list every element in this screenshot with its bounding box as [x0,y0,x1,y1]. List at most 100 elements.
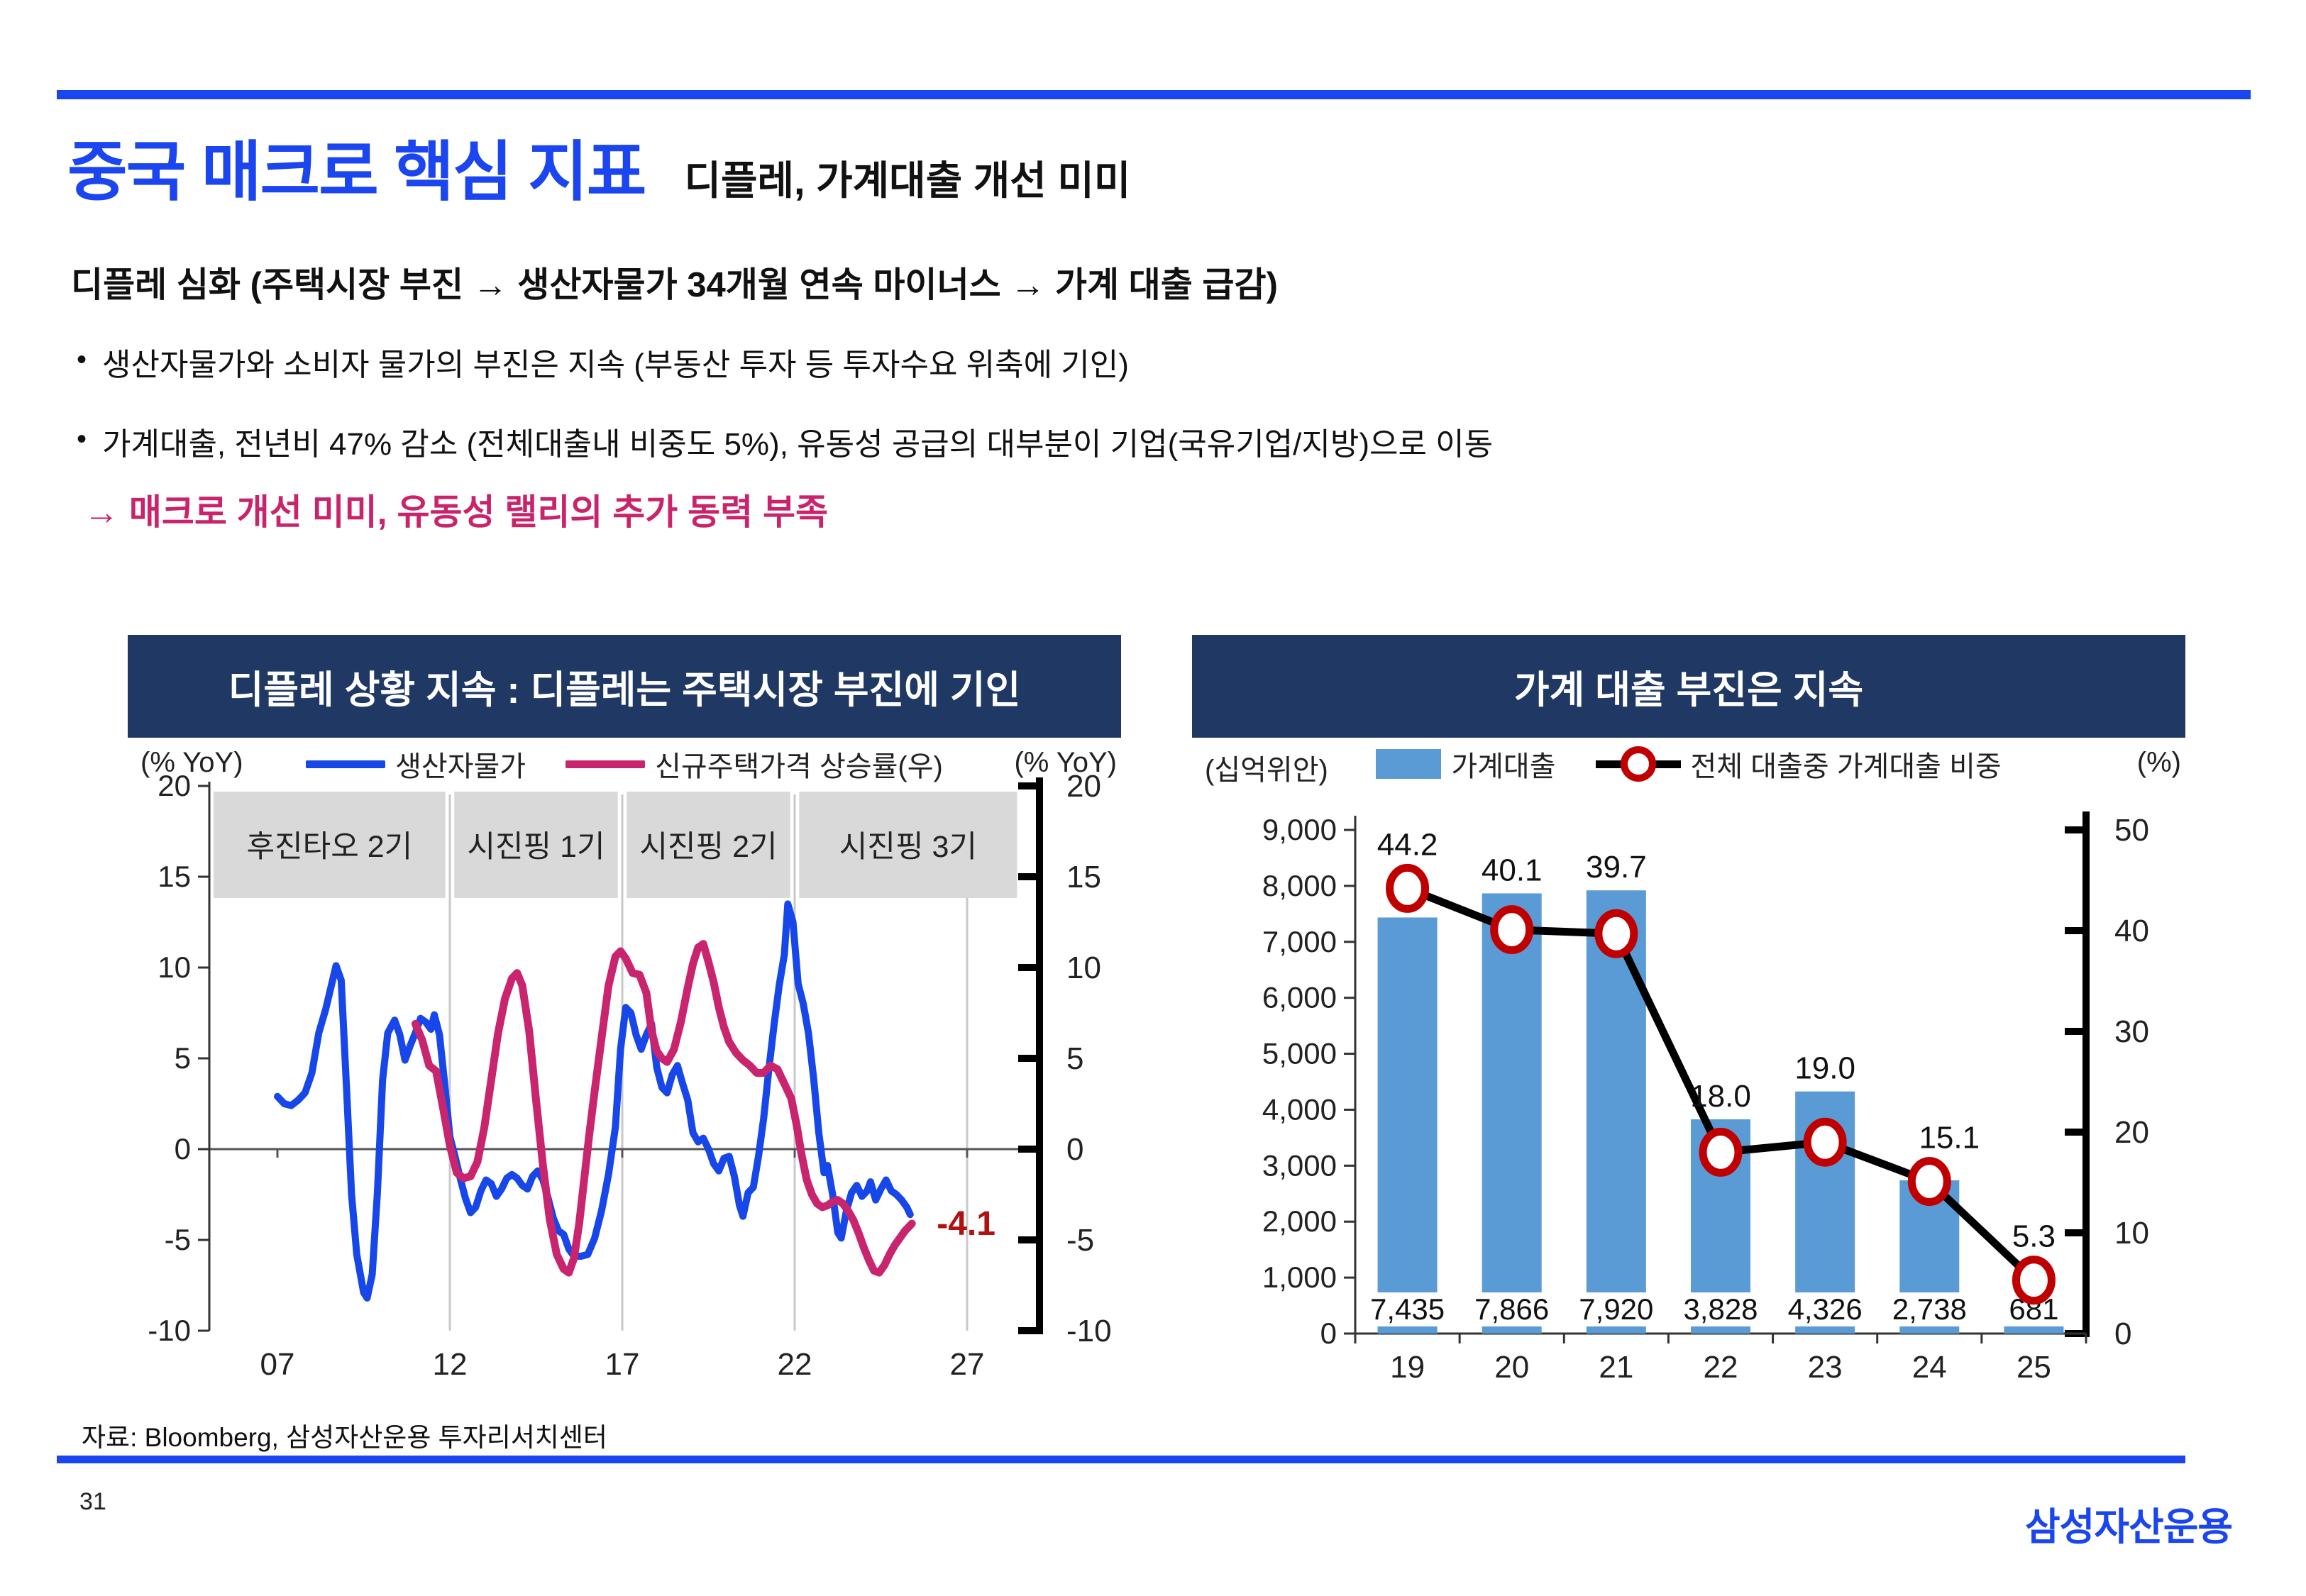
left-y-tick-label: 0 [1320,1317,1337,1350]
right-chart-legend: 가계대출 전체 대출중 가계대출 비중 [1192,746,2185,782]
share-value-label: 5.3 [2012,1219,2056,1254]
period-band [454,792,618,898]
period-band [627,792,790,898]
bar-value-label: 7,866 [1474,1292,1549,1326]
bullet-marker-icon: • [77,344,87,375]
left-y-tick-label: 2,000 [1262,1204,1337,1238]
line-end-value-label: -4.1 [937,1205,995,1243]
title-row: 중국 매크로 핵심 지표 디플레, 가계대출 개선 미미 [67,119,1130,214]
page-subtitle: 디플레, 가계대출 개선 미미 [684,158,1131,203]
right-y-tick-label: -5 [1066,1223,1094,1258]
bar-value-label: 4,326 [1788,1292,1863,1326]
ppi-line-swatch-icon [306,760,386,768]
bottom-divider-rule [57,1456,2185,1463]
company-logo: 삼성자산운용 [2025,1506,2233,1548]
legend-label: 신규주택가격 상승률(우) [655,751,943,782]
right-y-tick-label: 20 [1066,769,1101,804]
legend-item-loans: 가계대출 [1376,743,1556,785]
legend-item-loan-share: 전체 대출중 가계대출 비중 [1595,743,2002,785]
loan-bar-swatch-icon [1376,749,1442,779]
bullet-text: 생산자물가와 소비자 물가의 부진은 지속 (부동산 투자 등 투자수요 위축에… [102,348,1129,382]
legend-item-ppi: 생산자물가 [306,743,526,785]
bar-value-label: 3,828 [1683,1292,1758,1326]
left-chart-header: 디플레 상황 지속 : 디플레는 주택시장 부진에 기인 [128,635,1121,738]
left-y-tick-label: -10 [148,1314,191,1347]
x-tick-label: 24 [1912,1350,1947,1385]
share-value-label: 40.1 [1482,853,1543,887]
x-tick-label: 25 [2017,1350,2051,1385]
x-tick-label: 19 [1390,1350,1425,1385]
bar-label-bg [1569,1292,1664,1326]
x-tick-label: 23 [1808,1350,1843,1385]
left-chart-legend: 생산자물가 신규주택가격 상승률(우) [128,747,1121,782]
left-y-tick-label: 3,000 [1262,1148,1337,1182]
loan-share-marker-icon [1594,909,1638,958]
loan-bar [1377,917,1438,1334]
left-y-tick-label: 15 [158,860,191,893]
bullet-item: • 가계대출, 전년비 47% 감소 (전체대출내 비중도 5%), 유동성 공… [77,419,1493,464]
left-y-tick-label: 10 [158,951,191,984]
left-y-tick-label: 5 [175,1041,191,1075]
period-band [799,792,1017,898]
right-y-tick-label: 10 [1066,951,1101,985]
share-value-label: 15.1 [1919,1121,1980,1156]
period-band [214,792,446,898]
right-chart-legend-row: (십억위안) 가계대출 전체 대출중 가계대출 비중 (%) [1192,746,2185,786]
x-tick-label: 12 [433,1347,468,1382]
bar-label-bg [1464,1292,1560,1326]
conclusion-note: → 매크로 개선 미미, 유동성 랠리의 추가 동력 부족 [84,492,829,532]
right-y-tick-label: 15 [1066,860,1101,894]
household-loan-chart-panel: 가계 대출 부진은 지속 (십억위안) 가계대출 전체 대출중 가계대출 비중 … [1192,635,2185,1408]
period-band-label: 시진핑 2기 [639,830,777,864]
period-band-label: 시진핑 3기 [839,830,977,864]
left-chart-legend-row: (% YoY) 생산자물가 신규주택가격 상승률(우) (% YoY) [128,747,1121,782]
legend-label: 가계대출 [1451,751,1556,782]
loan-share-marker-icon [1907,1157,1951,1207]
source-note: 자료: Bloomberg, 삼성자산운용 투자리서치센터 [82,1423,607,1452]
left-y-tick-label: 7,000 [1262,925,1337,958]
right-y-tick-label: 10 [2114,1216,2149,1251]
period-band-label: 후진타오 2기 [247,830,413,864]
share-value-label: 18.0 [1690,1079,1751,1114]
loan-share-marker-icon [1490,905,1534,955]
bar-label-bg [1673,1292,1768,1326]
left-y-tick-label: 1,000 [1262,1260,1337,1294]
legend-label: 생산자물가 [395,751,526,782]
share-value-label: 44.2 [1377,827,1438,862]
loan-share-marker-icon [1803,1117,1847,1167]
share-value-label: 19.0 [1794,1051,1855,1086]
left-chart-title: 디플레 상황 지속 : 디플레는 주택시장 부진에 기인 [228,669,1021,711]
left-y-tick-label: -5 [165,1223,191,1256]
household-loan-bar-chart: 9,000 8,000 7,000 6,000 5,000 4,000 3,000 2,000… [1262,811,2149,1385]
left-y-tick-label: 0 [175,1132,191,1165]
right-y-tick-label: 30 [2114,1014,2149,1049]
x-tick-label: 22 [1704,1350,1738,1385]
bar-label-bg [1360,1292,1455,1326]
loan-share-marker-icon [2012,1256,2056,1305]
x-tick-label: 22 [778,1347,812,1382]
left-y-tick-label: 8,000 [1262,869,1337,902]
legend-item-home-price: 신규주택가격 상승률(우) [566,743,943,785]
right-axis-unit: (%) [2136,747,2181,778]
right-chart-title: 가계 대출 부진은 지속 [1513,669,1864,711]
bar-label-bg [1882,1292,1977,1326]
ppi-line [274,900,914,1302]
bullet-marker-icon: • [77,423,87,455]
home-price-line [411,940,916,1277]
bullet-text: 가계대출, 전년비 47% 감소 (전체대출내 비중도 5%), 유동성 공급의… [102,427,1494,462]
page-number: 31 [79,1488,106,1515]
right-y-tick-label: 40 [2114,914,2149,948]
line-marker-icon [1620,746,1656,782]
right-chart-header: 가계 대출 부진은 지속 [1192,635,2185,738]
right-y-tick-label: 20 [2114,1115,2149,1150]
x-tick-label: 21 [1599,1350,1633,1385]
x-tick-label: 20 [1494,1350,1529,1385]
page-title: 중국 매크로 핵심 지표 [67,136,646,209]
share-value-label: 39.7 [1586,850,1647,885]
deflation-chart-panel: 디플레 상황 지속 : 디플레는 주택시장 부진에 기인 (% YoY) 생산자… [128,635,1121,1408]
loan-share-marker-icon [1699,1127,1743,1177]
left-y-tick-label: 6,000 [1262,981,1337,1014]
left-axis-unit: (십억위안) [1205,755,1328,786]
right-y-tick-label: -10 [1066,1314,1112,1348]
